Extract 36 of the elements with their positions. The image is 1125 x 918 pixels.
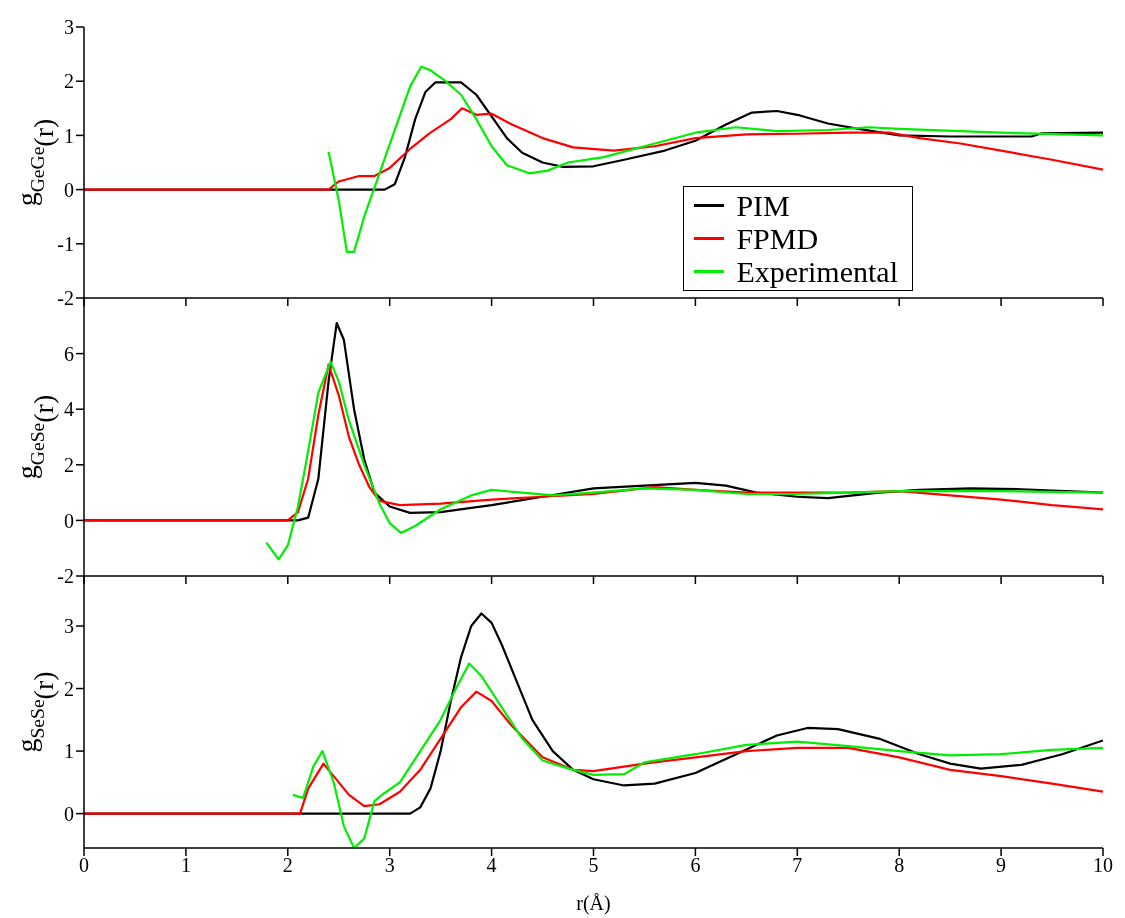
x-tick-label: 7 <box>792 854 803 877</box>
y-tick-label: 0 <box>64 509 74 532</box>
legend-label: PIM <box>736 189 790 222</box>
line-series <box>265 360 1103 561</box>
y-tick-label: 0 <box>64 802 74 825</box>
y-tick-label: 3 <box>64 615 74 638</box>
x-tick-label: 8 <box>894 854 905 877</box>
x-tick-label: 10 <box>1093 854 1113 877</box>
y-tick-label: -2 <box>57 287 74 310</box>
line-series <box>84 363 1103 522</box>
x-tick-label: 0 <box>79 854 89 877</box>
y-tick-label: 4 <box>64 398 74 421</box>
line-series <box>84 690 1103 815</box>
x-axis-title: r(Å) <box>576 892 611 915</box>
y-tick-label: -1 <box>57 232 74 255</box>
x-tick-label: 3 <box>384 854 395 877</box>
line-series <box>84 107 1103 191</box>
x-tick-label: 6 <box>690 854 701 877</box>
legend-label: FPMD <box>736 222 819 255</box>
y-tick-label: -2 <box>57 565 74 588</box>
line-series <box>291 662 1103 848</box>
line-series <box>327 65 1103 254</box>
y-tick-label: 2 <box>64 453 74 476</box>
y-tick-label: 3 <box>64 16 74 39</box>
x-tick-label: 1 <box>180 854 191 877</box>
y-tick-label: 2 <box>64 677 74 700</box>
legend-label: Experimental <box>736 255 898 288</box>
x-tick-label: 4 <box>486 854 497 877</box>
x-tick-label: 5 <box>588 854 599 877</box>
x-tick-label: 2 <box>282 854 293 877</box>
y-tick-label: 2 <box>64 70 74 93</box>
y-tick-label: 6 <box>64 342 74 365</box>
y-tick-label: 1 <box>64 740 74 763</box>
x-tick-label: 9 <box>996 854 1007 877</box>
y-tick-label: 1 <box>64 124 74 147</box>
y-tick-label: 0 <box>64 178 74 201</box>
